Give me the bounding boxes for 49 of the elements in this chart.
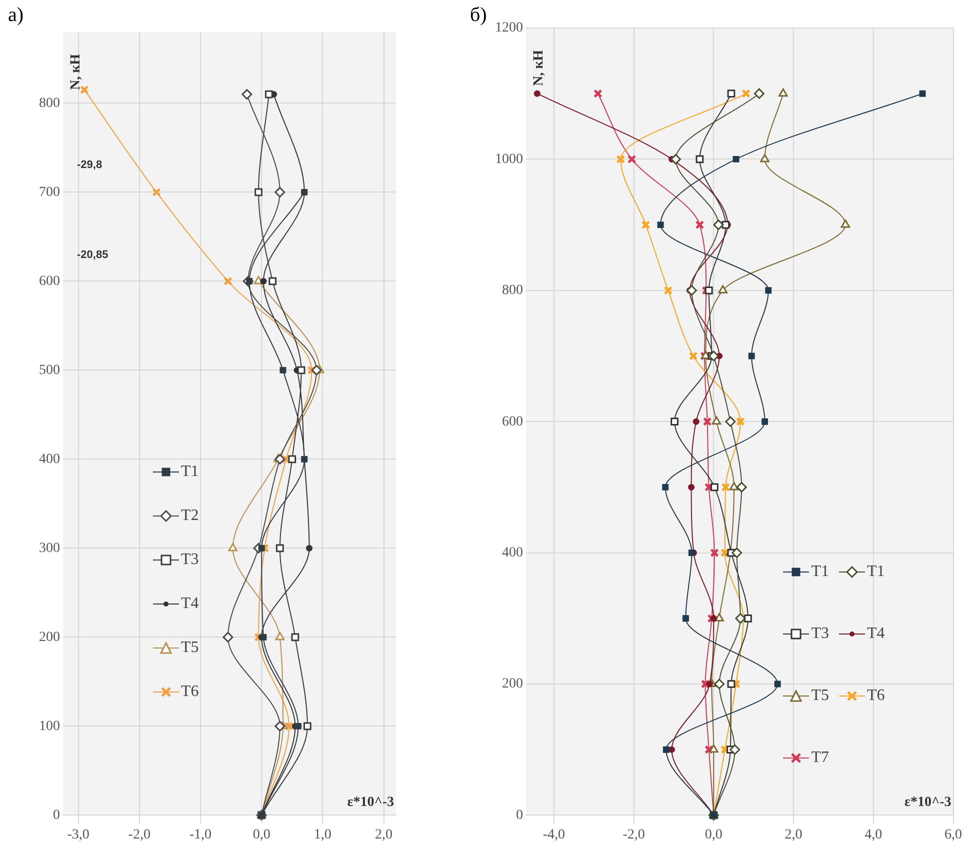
x-tick-label: 0,0: [704, 827, 722, 842]
y-tick-label: 0: [516, 808, 523, 823]
legend-label: T4: [181, 594, 199, 613]
y-tick-label: 1000: [495, 152, 523, 167]
x-axis-title: ε*10^-3: [904, 794, 952, 810]
y-tick-label: 700: [39, 184, 60, 200]
legend-label: T2: [181, 506, 199, 525]
x-tick-label: 0,0: [252, 827, 270, 842]
x-tick-label: 2,0: [375, 827, 393, 842]
y-tick-label: 200: [502, 676, 523, 692]
y-tick-label: 400: [502, 545, 523, 560]
y-axis-title: N, кН: [532, 50, 547, 86]
legend-label: T1: [181, 462, 199, 481]
y-tick-label: 200: [39, 630, 60, 645]
legend-label: T3: [181, 550, 199, 569]
x-tick-label: -2,0: [622, 827, 645, 842]
x-tick-label: -1,0: [189, 827, 212, 842]
y-axis-title: N, кН: [68, 54, 84, 90]
legend-label: T7: [811, 749, 830, 768]
x-tick-label: -4,0: [542, 827, 566, 842]
y-tick-label: 500: [39, 362, 60, 378]
y-tick-label: 0: [53, 808, 60, 823]
y-tick-label: 400: [39, 452, 60, 467]
y-tick-label: 600: [39, 274, 60, 289]
legend-label: T5: [811, 687, 830, 706]
y-tick-label: 800: [39, 96, 60, 111]
y-tick-label: 1200: [495, 20, 523, 36]
chart-title: а): [8, 4, 24, 27]
legend-label: T1: [811, 563, 830, 582]
y-tick-label: 100: [39, 718, 60, 734]
x-tick-label: -3,0: [67, 827, 90, 842]
y-tick-label: 800: [502, 283, 523, 298]
x-tick-label: 2,0: [784, 827, 802, 842]
legend-label: T6: [181, 682, 199, 701]
chart-title: б): [470, 4, 487, 27]
legend-label: T1: [867, 563, 885, 582]
legend-label: T4: [867, 625, 885, 644]
x-tick-label: 1,0: [314, 827, 332, 842]
annotation: -29,8: [77, 159, 102, 172]
x-axis-title: ε*10^-3: [347, 794, 394, 810]
x-tick-label: 6,0: [944, 827, 962, 842]
legend-label: T6: [867, 687, 885, 706]
annotation: -20,85: [77, 249, 108, 262]
legend-label: T5: [181, 638, 199, 657]
y-tick-label: 600: [502, 414, 523, 430]
x-tick-label: -2,0: [128, 827, 150, 842]
legend-label: T3: [811, 625, 830, 644]
y-tick-label: 300: [39, 540, 60, 556]
x-tick-label: 4,0: [864, 827, 882, 842]
